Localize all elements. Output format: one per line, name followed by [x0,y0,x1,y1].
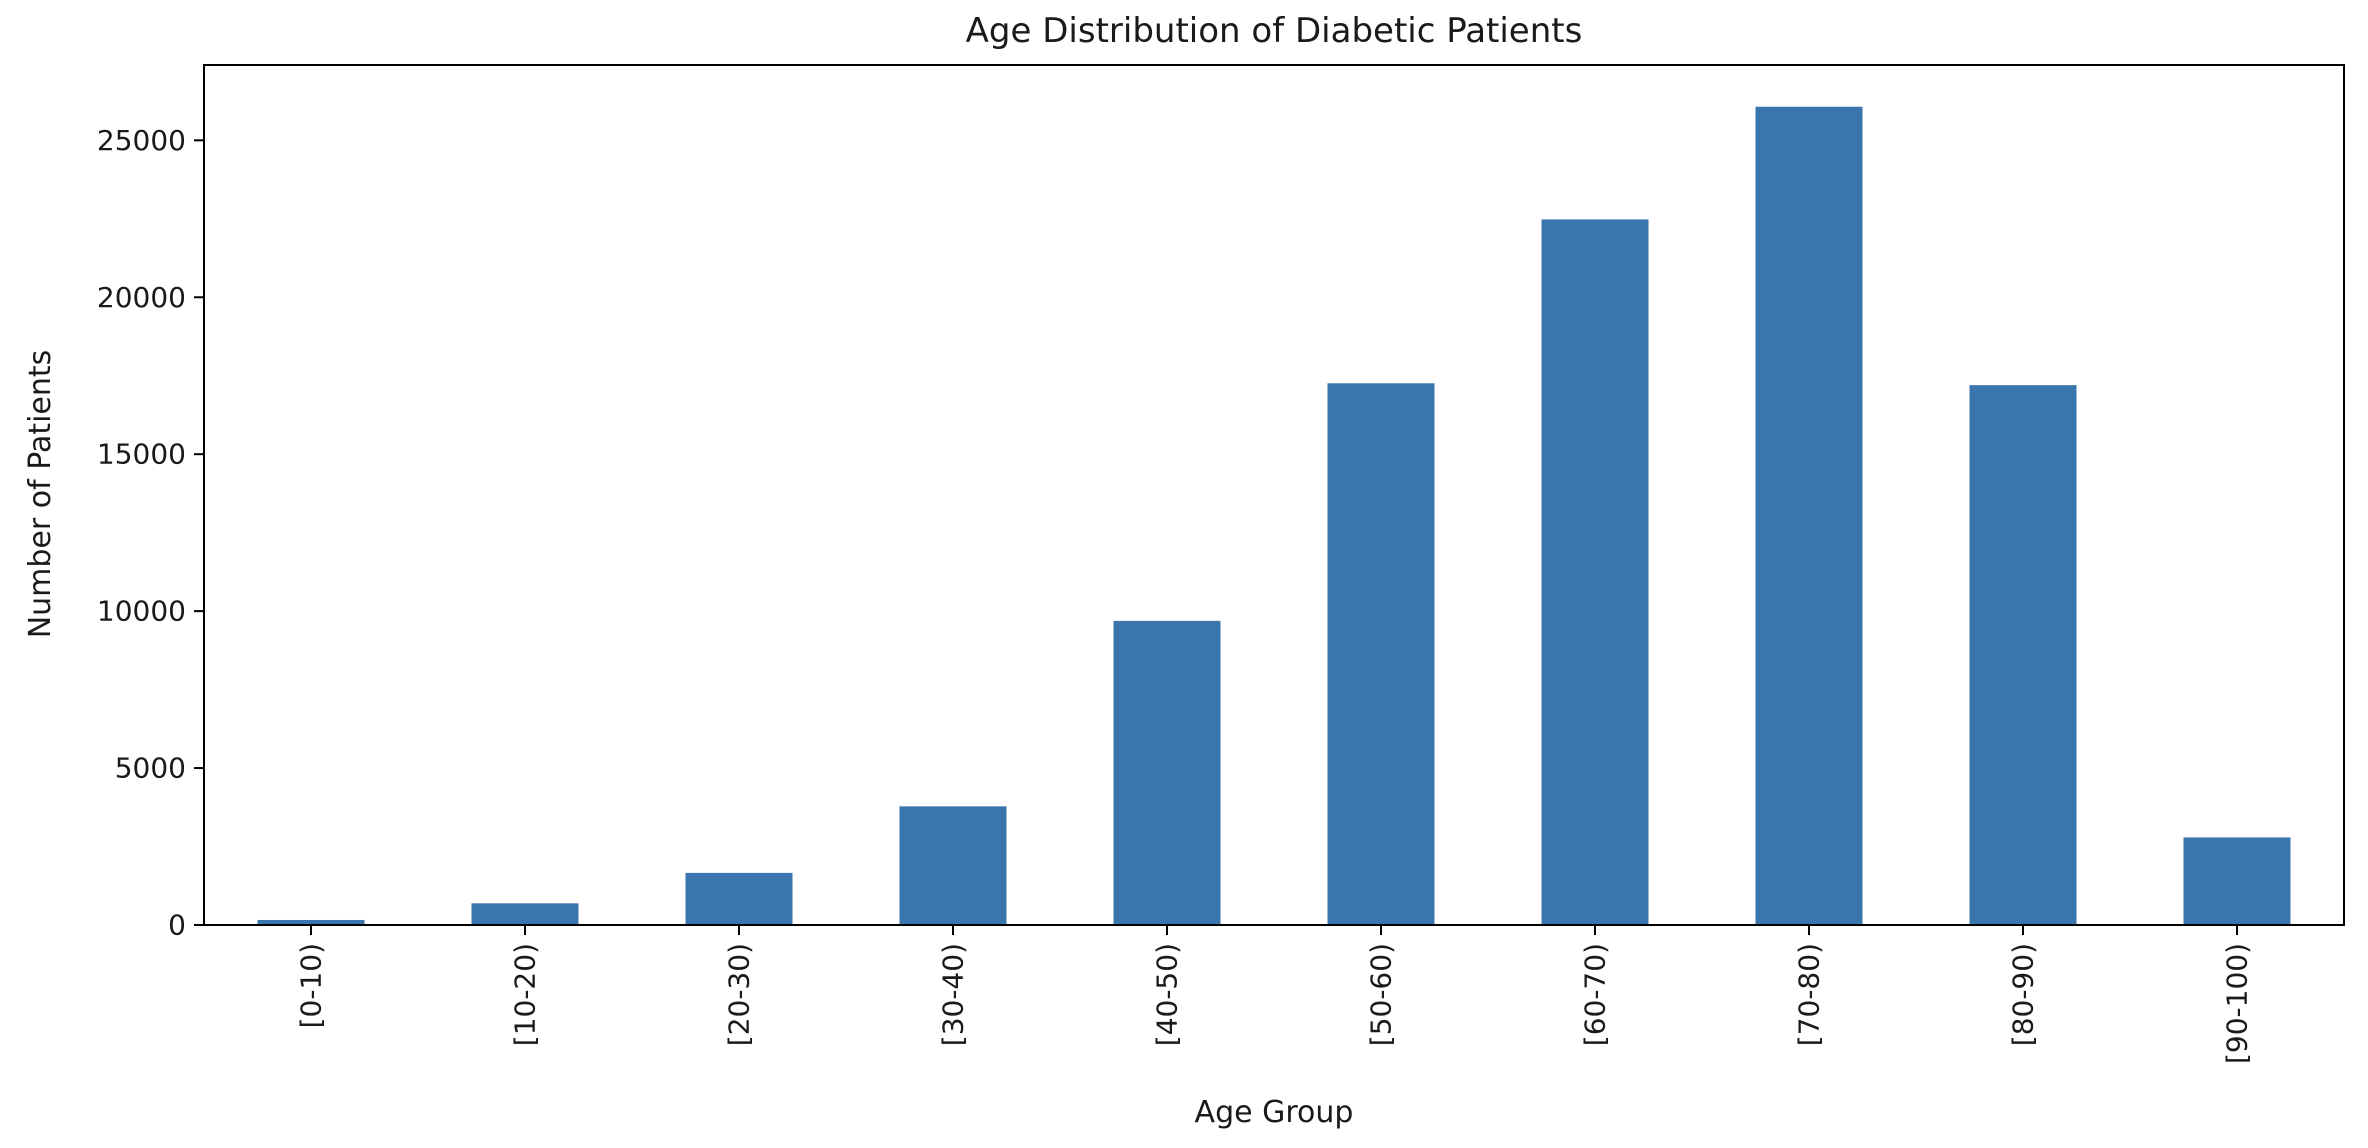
y-tick-label: 0 [168,909,186,942]
bar [1969,385,2077,925]
y-axis-label: Number of Patients [23,350,58,639]
bars [257,106,2291,926]
y-tick-label: 20000 [97,281,186,314]
y-tick-label: 15000 [97,438,186,471]
x-tick-label: [30-40) [937,943,970,1046]
y-tick-label: 10000 [97,595,186,628]
bar [1541,219,1649,926]
bar [471,903,579,925]
bar [685,872,793,925]
x-axis: [0-10) [10-20) [20-30) [30-40) [40-50) [50-60… [295,925,2254,1064]
bar [1755,106,1863,926]
bar [899,806,1007,925]
bar [2183,837,2291,925]
x-tick-label: [50-60) [1365,943,1398,1046]
x-tick-label: [90-100) [2221,943,2254,1064]
x-tick-label: [80-90) [2007,943,2040,1046]
bar [1327,383,1435,925]
y-tick-label: 25000 [97,124,186,157]
x-axis-label: Age Group [1195,1095,1354,1130]
x-tick-label: [70-80) [1793,943,1826,1046]
x-tick-label: [20-30) [723,943,756,1046]
chart-title: Age Distribution of Diabetic Patients [966,11,1583,51]
x-tick-label: [40-50) [1151,943,1184,1046]
x-tick-label: [60-70) [1579,943,1612,1046]
x-tick-label: [0-10) [295,943,328,1028]
bar [1113,620,1221,925]
y-tick-label: 5000 [115,752,186,785]
x-tick-label: [10-20) [509,943,542,1046]
plot-frame [203,64,2345,926]
y-axis: 0 5000 10000 15000 20000 25000 [97,124,204,942]
bar [257,919,365,925]
